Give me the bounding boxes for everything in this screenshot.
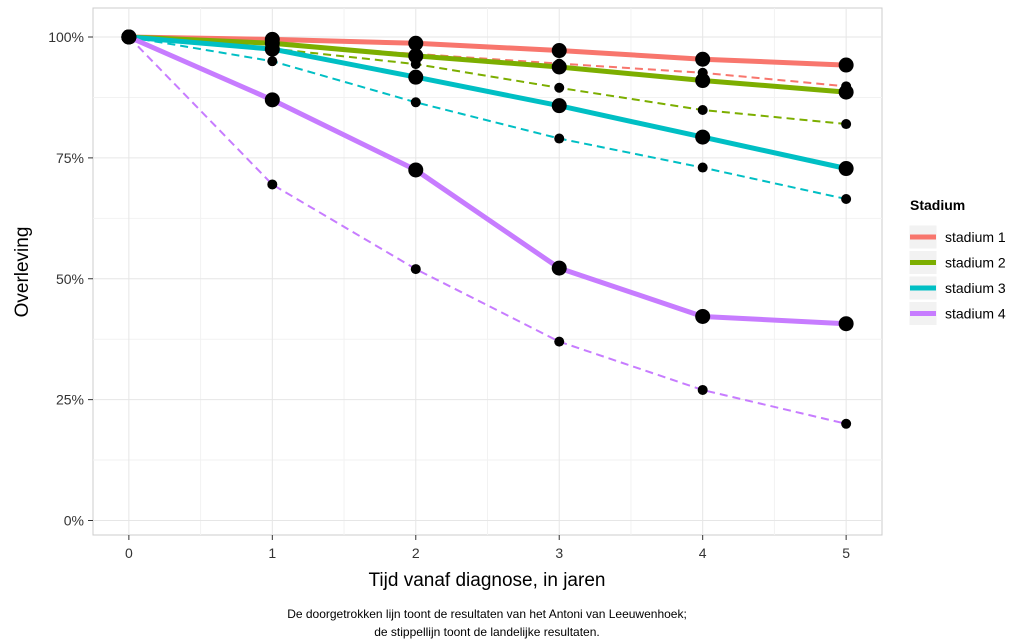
legend-label-stadium-4: stadium 4 xyxy=(945,306,1006,322)
y-tick-label: 75% xyxy=(56,150,84,166)
stadium-4-national-line xyxy=(128,36,847,425)
stadium-1-avl-point xyxy=(551,43,567,59)
stadium-4-national-point xyxy=(554,336,565,347)
stadium-4-avl-point xyxy=(551,260,567,276)
stadium-4-avl-point xyxy=(264,92,280,108)
stadium-4-national-point xyxy=(841,418,852,429)
stadium-3-avl-point xyxy=(551,98,567,114)
stadium-2-avl-point xyxy=(408,48,424,64)
stadium-4-avl-point xyxy=(838,316,854,332)
stadium-3-avl-point xyxy=(264,41,280,57)
x-tick-label: 0 xyxy=(125,545,133,561)
caption-line-1: De doorgetrokken lijn toont de resultate… xyxy=(287,607,687,621)
stadium-4-avl-point xyxy=(695,308,711,324)
y-axis-ticks: 0% 25% 50% 75% 100% xyxy=(48,29,93,528)
caption-line-2: de stippellijn toont de landelijke resul… xyxy=(374,625,599,639)
stadium-1-avl-point xyxy=(408,35,424,51)
stadium-3-national-point xyxy=(267,56,278,67)
stadium-3-avl-point xyxy=(838,161,854,177)
stadium-3-avl-point xyxy=(408,69,424,85)
stadium-1-avl-point xyxy=(695,51,711,67)
stadium-3-avl-point xyxy=(695,129,711,145)
stadium-4-avl-point xyxy=(408,162,424,178)
legend-label-stadium-3: stadium 3 xyxy=(945,280,1006,296)
y-tick-label: 0% xyxy=(64,512,84,528)
stadium-4-avl-point xyxy=(121,29,137,45)
stadium-1-avl-line xyxy=(126,34,849,68)
stadium-2-avl-point xyxy=(838,84,854,100)
legend-label-stadium-2: stadium 2 xyxy=(945,255,1006,271)
data-points xyxy=(121,29,854,429)
y-tick-label: 25% xyxy=(56,392,84,408)
x-tick-label: 1 xyxy=(268,545,276,561)
stadium-1-avl-point xyxy=(838,57,854,73)
y-axis-title: Overleving xyxy=(12,227,33,318)
legend-title: Stadium xyxy=(910,197,965,213)
stadium-2-national-point xyxy=(841,119,852,130)
y-tick-label: 50% xyxy=(56,271,84,287)
stadium-3-national-point xyxy=(697,162,708,173)
stadium-2-avl-point xyxy=(695,73,711,89)
stadium-4-national-point xyxy=(267,179,278,190)
stadium-3-national-point xyxy=(554,133,565,144)
avl-lines xyxy=(126,34,849,327)
x-tick-label: 5 xyxy=(842,545,850,561)
stadium-4-national-point xyxy=(697,384,708,395)
x-axis-ticks: 0 1 2 3 4 5 xyxy=(125,535,850,561)
x-tick-label: 4 xyxy=(699,545,707,561)
stadium-4-avl-line xyxy=(126,34,849,327)
stadium-3-national-line xyxy=(128,36,847,200)
x-tick-label: 2 xyxy=(412,545,420,561)
x-axis-title: Tijd vanaf diagnose, in jaren xyxy=(369,570,606,591)
stadium-2-avl-point xyxy=(551,59,567,75)
stadium-3-avl-line xyxy=(126,34,849,171)
x-tick-label: 3 xyxy=(555,545,563,561)
legend-items: stadium 1 stadium 2 stadium 3 stadium 4 xyxy=(908,224,1006,326)
stadium-3-national-point xyxy=(410,97,421,108)
stadium-4-national-point xyxy=(410,264,421,275)
legend-label-stadium-1: stadium 1 xyxy=(945,229,1006,245)
y-tick-label: 100% xyxy=(48,29,84,45)
stadium-2-national-point xyxy=(554,82,565,93)
stadium-2-avl-line xyxy=(126,34,849,95)
stadium-2-national-point xyxy=(697,105,708,116)
stadium-3-national-point xyxy=(841,193,852,204)
